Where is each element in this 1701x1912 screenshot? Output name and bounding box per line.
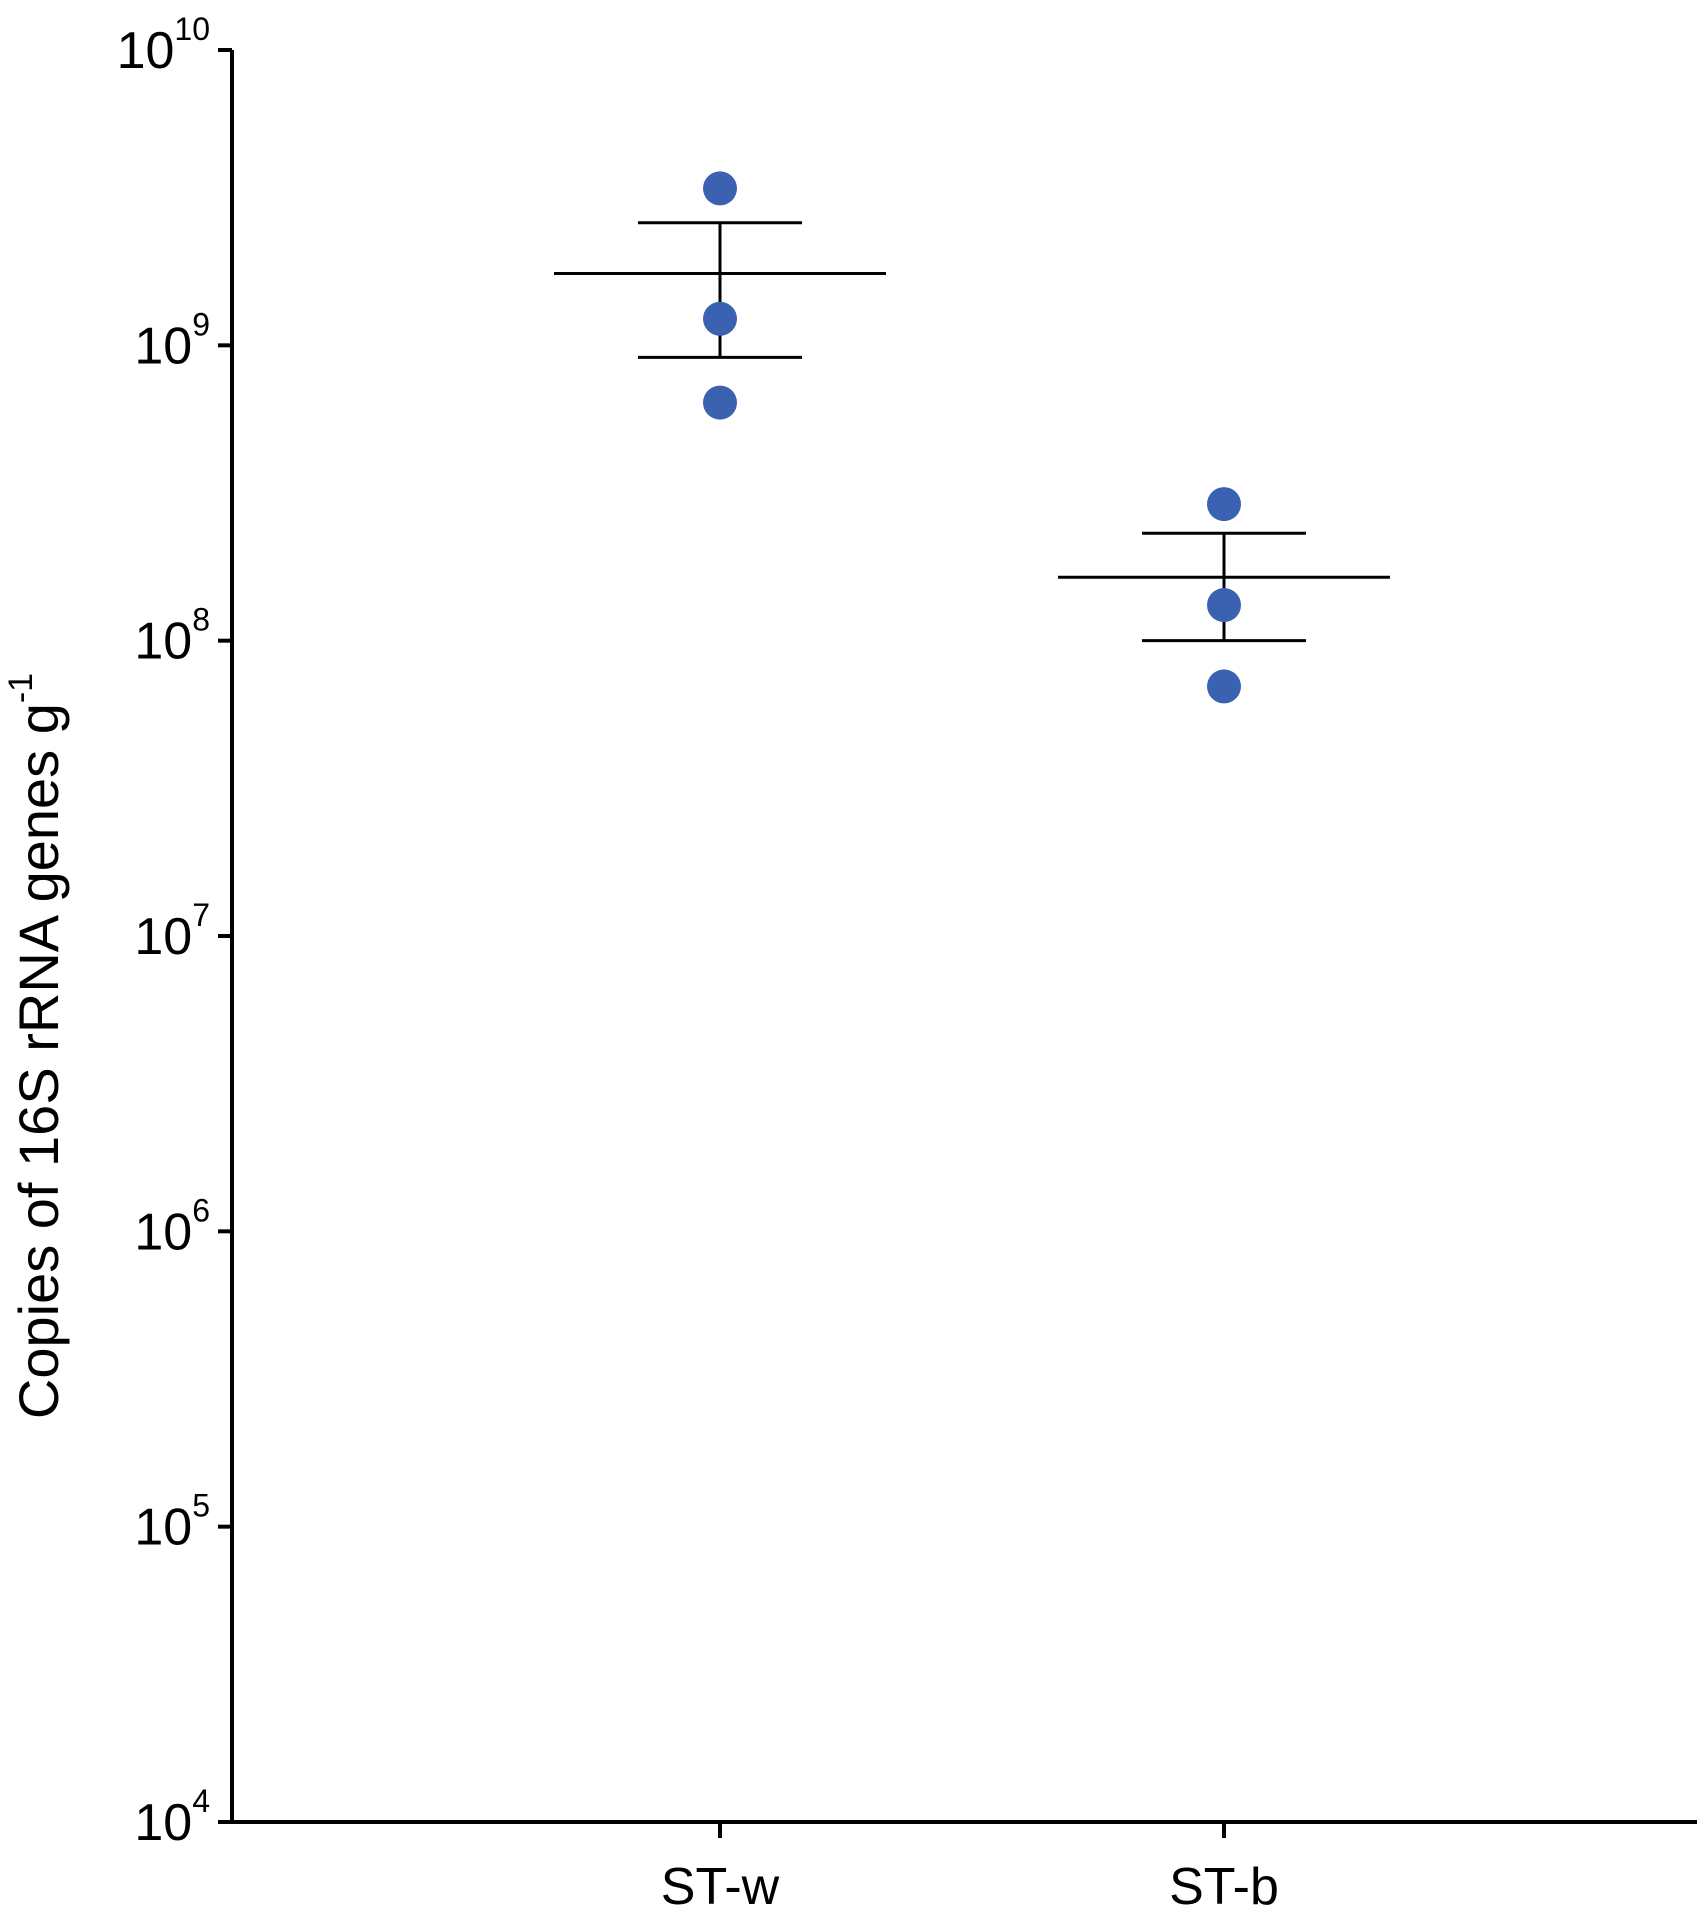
data-point	[1207, 669, 1241, 704]
x-category-label: ST-b	[1169, 1858, 1279, 1912]
y-tick-label: 105	[134, 1488, 210, 1557]
y-tick-label: 104	[134, 1783, 210, 1852]
data-marks	[554, 171, 1390, 704]
data-point	[703, 301, 737, 336]
y-tick-label-base: 10	[134, 1499, 192, 1557]
y-tick-label-exponent: 6	[192, 1192, 210, 1228]
y-tick-label-base: 10	[117, 22, 175, 80]
y-axis-title: Copies of 16S rRNA genes g-1	[2, 673, 70, 1419]
data-point	[703, 385, 737, 420]
series-group	[1058, 487, 1390, 704]
y-tick-label: 109	[134, 306, 210, 375]
y-tick-label: 107	[134, 897, 210, 966]
y-tick-label-base: 10	[134, 1203, 192, 1261]
y-tick-label-exponent: 4	[192, 1783, 210, 1819]
data-point	[703, 171, 737, 206]
data-point	[1207, 487, 1241, 522]
x-axis: ST-w ST-b	[230, 1820, 1697, 1912]
series-group	[554, 171, 886, 420]
y-tick-label-exponent: 10	[174, 11, 210, 47]
data-point	[1207, 588, 1241, 623]
y-tick-label: 108	[134, 602, 210, 671]
y-tick-label-base: 10	[134, 908, 192, 966]
y-tick-label: 106	[134, 1192, 210, 1261]
y-tick-label: 1010	[117, 11, 210, 80]
y-axis-title-superscript: -1	[2, 673, 40, 703]
y-tick-label-base: 10	[134, 1794, 192, 1852]
y-tick-label-exponent: 7	[192, 897, 210, 933]
y-tick-label-exponent: 9	[192, 306, 210, 342]
x-category-label: ST-w	[661, 1858, 780, 1912]
y-tick-label-exponent: 8	[192, 602, 210, 638]
y-tick-label-base: 10	[134, 613, 192, 671]
y-tick-label-base: 10	[134, 317, 192, 375]
y-axis-title-text: Copies of 16S rRNA genes g	[7, 703, 70, 1419]
x-ticks: ST-w ST-b	[661, 1822, 1279, 1912]
y-tick-label-exponent: 5	[192, 1488, 210, 1524]
